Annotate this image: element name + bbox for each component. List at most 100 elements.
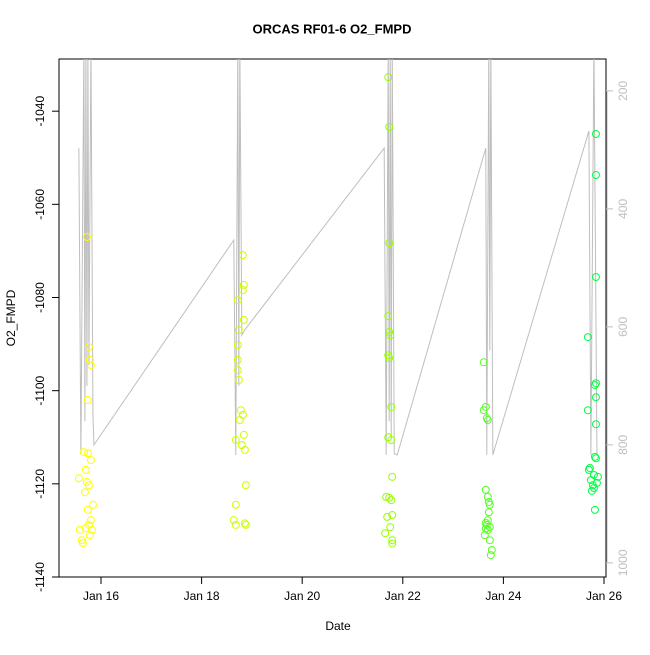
y2-tick-label: 200 (616, 81, 630, 101)
point (485, 500, 494, 509)
point (585, 463, 594, 472)
point (88, 500, 97, 509)
chart-title: ORCAS RF01-6 O2_FMPD (253, 21, 412, 36)
point (233, 296, 242, 305)
y2-tick-label: 1000 (616, 549, 630, 576)
point (234, 375, 243, 384)
y-tick-label: -1080 (33, 282, 47, 313)
point (238, 251, 247, 260)
point (584, 465, 593, 474)
point (233, 355, 242, 364)
point (233, 341, 242, 350)
point (78, 538, 87, 547)
point (236, 406, 245, 415)
point (385, 327, 394, 336)
point (388, 472, 397, 481)
point (385, 239, 394, 248)
point (86, 456, 95, 465)
x-axis-label: Date (325, 619, 351, 633)
point (482, 414, 491, 423)
point (479, 358, 488, 367)
point (590, 452, 599, 461)
point (238, 410, 247, 419)
point (485, 536, 494, 545)
point (387, 402, 396, 411)
point (388, 511, 397, 520)
line (78, 59, 598, 456)
point (80, 488, 89, 497)
point (86, 516, 95, 525)
point (239, 430, 248, 439)
point (481, 518, 490, 527)
point (81, 465, 90, 474)
point (81, 524, 90, 533)
point (240, 445, 249, 454)
point (591, 454, 600, 463)
point (591, 273, 600, 282)
point (83, 449, 92, 458)
point (385, 493, 394, 502)
point (386, 331, 395, 340)
point (241, 481, 250, 490)
point (74, 474, 83, 483)
point (481, 485, 490, 494)
point (486, 551, 495, 560)
point (239, 280, 248, 289)
y2-tick-label: 400 (616, 199, 630, 219)
y2-tick-label: 600 (616, 317, 630, 337)
x-tick-label: Jan 16 (83, 589, 119, 603)
point (385, 354, 394, 363)
point (481, 402, 490, 411)
y-tick-label: -1040 (33, 96, 47, 127)
point (385, 123, 394, 132)
point (79, 448, 88, 457)
point (384, 312, 393, 321)
point (583, 333, 592, 342)
point (84, 342, 93, 351)
point (387, 496, 396, 505)
point (384, 73, 393, 82)
point (481, 524, 490, 533)
point (231, 436, 240, 445)
x-tick-label: Jan 22 (385, 589, 421, 603)
point (583, 406, 592, 415)
x-tick-label: Jan 26 (586, 589, 622, 603)
plot-area (74, 59, 602, 560)
point (85, 531, 94, 540)
point (231, 500, 240, 509)
point (482, 520, 491, 529)
point (388, 539, 397, 548)
point (386, 523, 395, 532)
point (591, 170, 600, 179)
point (82, 232, 91, 241)
point (381, 529, 390, 538)
point (383, 512, 392, 521)
y2-tick-label: 800 (616, 435, 630, 455)
y-tick-label: -1100 (33, 375, 47, 405)
point (487, 545, 496, 554)
point (86, 361, 95, 370)
y-axis-label: O2_FMPD (4, 289, 18, 346)
point (387, 436, 396, 445)
plot-frame (58, 58, 607, 578)
point (83, 395, 92, 404)
point (233, 366, 242, 375)
point (241, 520, 250, 529)
point (85, 355, 94, 364)
point (229, 516, 238, 525)
y-tick-label: -1120 (33, 469, 47, 499)
y-tick-label: -1060 (33, 189, 47, 220)
point (240, 519, 249, 528)
point (591, 129, 600, 138)
point (589, 470, 598, 479)
point (483, 416, 492, 425)
point (84, 481, 93, 490)
point (235, 416, 244, 425)
point (590, 381, 599, 390)
x-tick-label: Jan 18 (184, 589, 220, 603)
point (83, 505, 92, 514)
point (239, 315, 248, 324)
x-tick-label: Jan 20 (284, 589, 320, 603)
point (238, 286, 247, 295)
